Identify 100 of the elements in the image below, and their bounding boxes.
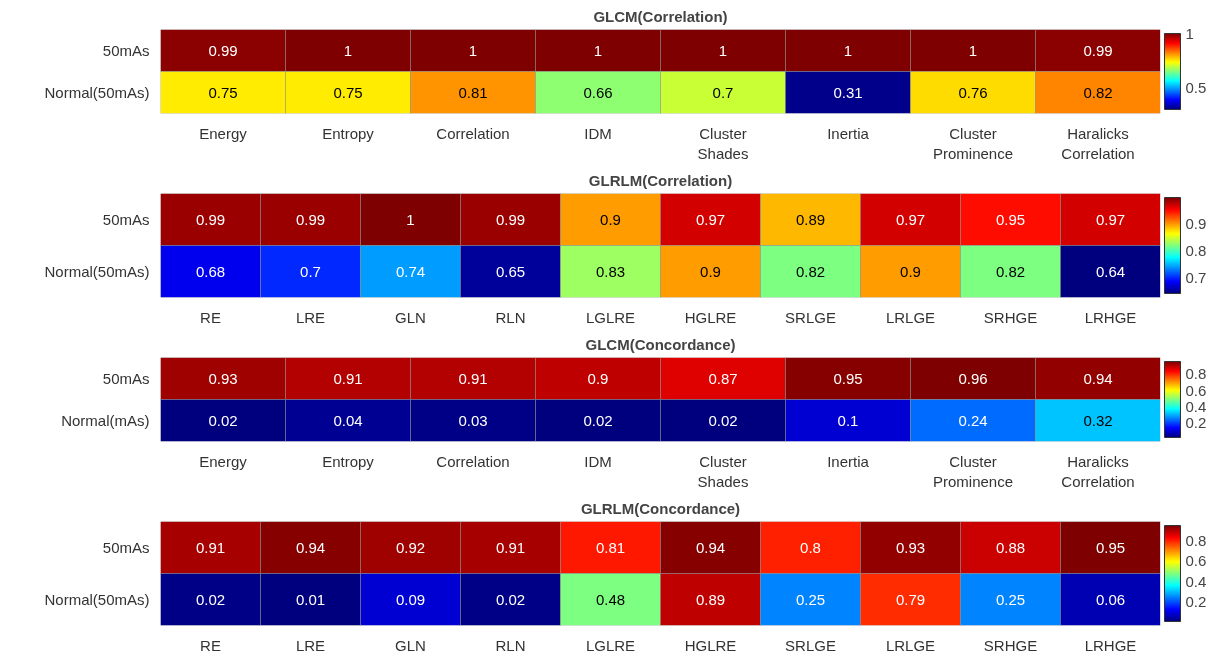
x-tick-label: Haralicks Correlation [1061, 452, 1135, 490]
color-bar-label: 0.8 [1185, 531, 1207, 549]
y-tick-label: Normal(50mAs) [44, 263, 150, 280]
x-tick-label: Inertia [827, 452, 870, 470]
x-tick-label: LRE [295, 308, 326, 326]
y-tick-label: 50mAs [102, 370, 150, 387]
data-label: 0.82 [995, 262, 1026, 280]
data-label: 0.32 [1083, 411, 1113, 429]
data-label: 0.68 [195, 262, 226, 280]
y-tick-label: 50mAs [102, 211, 150, 228]
x-tick-label: SRHGE [983, 308, 1038, 326]
y-tick-label: 50mAs [102, 539, 150, 556]
color-bar-label: 0.2 [1185, 593, 1207, 611]
data-label: 0.31 [833, 83, 863, 101]
data-label: 0.66 [583, 83, 613, 101]
data-label: 0.65 [495, 262, 526, 280]
data-label: 0.93 [895, 538, 926, 556]
data-label: 0.06 [1095, 590, 1126, 608]
chart-title: GLRLM(Concordance) [580, 499, 741, 517]
data-label: 0.81 [458, 83, 488, 101]
x-tick-label: HGLRE [684, 636, 737, 654]
x-tick-label: RE [200, 636, 221, 654]
data-label: 0.87 [708, 369, 738, 387]
data-label: 0.1 [837, 411, 859, 429]
x-tick-label: GLN [395, 636, 426, 654]
x-tick-label: Cluster Shades [697, 124, 749, 162]
chart-title: GLCM(Concordance) [585, 335, 736, 353]
x-tick-label: HGLRE [684, 308, 737, 326]
data-label: 0.04 [333, 411, 363, 429]
x-tick-label: Cluster Prominence [932, 124, 1014, 162]
color-bar-label: 0.5 [1185, 78, 1207, 96]
x-tick-label: SRHGE [983, 636, 1038, 654]
data-label: 1 [718, 41, 728, 59]
data-label: 0.91 [195, 538, 226, 556]
x-tick-label: RE [200, 308, 221, 326]
x-tick-label: Correlation [436, 452, 510, 470]
x-tick-label: LRE [295, 636, 326, 654]
data-label: 0.03 [458, 411, 488, 429]
x-tick-label: LRLGE [885, 308, 936, 326]
data-label: 0.76 [958, 83, 988, 101]
data-label: 0.09 [395, 590, 426, 608]
data-label: 0.02 [208, 411, 238, 429]
y-tick-label: 50mAs [102, 42, 150, 59]
data-label: 0.75 [208, 83, 238, 101]
x-tick-label: Haralicks Correlation [1061, 124, 1135, 162]
color-bar-label: 0.8 [1185, 365, 1207, 383]
color-bar-label: 0.7 [1185, 268, 1207, 286]
data-label: 0.83 [595, 262, 626, 280]
x-tick-label: Energy [199, 124, 248, 142]
x-tick-label: SRLGE [785, 308, 836, 326]
x-tick-label: SRLGE [785, 636, 836, 654]
x-tick-label: Entropy [322, 452, 375, 470]
data-label: 0.82 [795, 262, 826, 280]
x-tick-label: Cluster Shades [697, 452, 749, 490]
data-label: 0.91 [495, 538, 526, 556]
color-bar-label: 0.9 [1185, 215, 1207, 233]
data-label: 0.9 [587, 369, 609, 387]
x-tick-label: LRHGE [1084, 308, 1137, 326]
data-label: 0.97 [695, 210, 726, 228]
data-label: 0.7 [300, 262, 321, 280]
data-label: 1 [468, 41, 478, 59]
color-bar-label: 1 [1185, 24, 1194, 42]
color-bar-label: 0.6 [1185, 381, 1207, 399]
data-label: 0.74 [395, 262, 426, 280]
data-label: 0.01 [295, 590, 326, 608]
data-label: 0.79 [895, 590, 926, 608]
x-tick-label: Cluster Prominence [932, 452, 1014, 490]
data-label: 0.9 [600, 210, 621, 228]
x-tick-label: LGLRE [585, 636, 636, 654]
data-label: 0.25 [795, 590, 826, 608]
x-tick-label: Energy [199, 452, 248, 470]
data-label: 0.9 [900, 262, 921, 280]
data-label: 0.8 [800, 538, 821, 556]
data-label: 0.97 [1095, 210, 1126, 228]
data-label: 0.48 [595, 590, 626, 608]
x-tick-label: Inertia [827, 124, 870, 142]
data-label: 1 [406, 210, 415, 228]
color-bar-label: 0.8 [1185, 241, 1207, 259]
data-label: 0.94 [1083, 369, 1113, 387]
data-label: 1 [593, 41, 603, 59]
data-label: 0.7 [712, 83, 734, 101]
data-label: 0.99 [1083, 41, 1113, 59]
data-label: 0.9 [700, 262, 721, 280]
data-label: 0.89 [795, 210, 826, 228]
data-label: 0.99 [495, 210, 526, 228]
data-label: 0.95 [1095, 538, 1126, 556]
data-label: 1 [343, 41, 353, 59]
x-tick-label: LRLGE [885, 636, 936, 654]
chart-title: GLCM(Correlation) [593, 7, 728, 25]
chart-title: GLRLM(Correlation) [588, 171, 733, 189]
x-tick-label: GLN [395, 308, 426, 326]
x-tick-label: IDM [584, 124, 612, 142]
data-label: 0.99 [195, 210, 226, 228]
data-label: 0.97 [895, 210, 926, 228]
data-label: 0.75 [333, 83, 363, 101]
data-label: 0.93 [208, 369, 238, 387]
data-label: 0.81 [595, 538, 626, 556]
color-bar-label: 0.6 [1185, 552, 1207, 570]
x-tick-label: Correlation [436, 124, 510, 142]
data-label: 1 [843, 41, 853, 59]
